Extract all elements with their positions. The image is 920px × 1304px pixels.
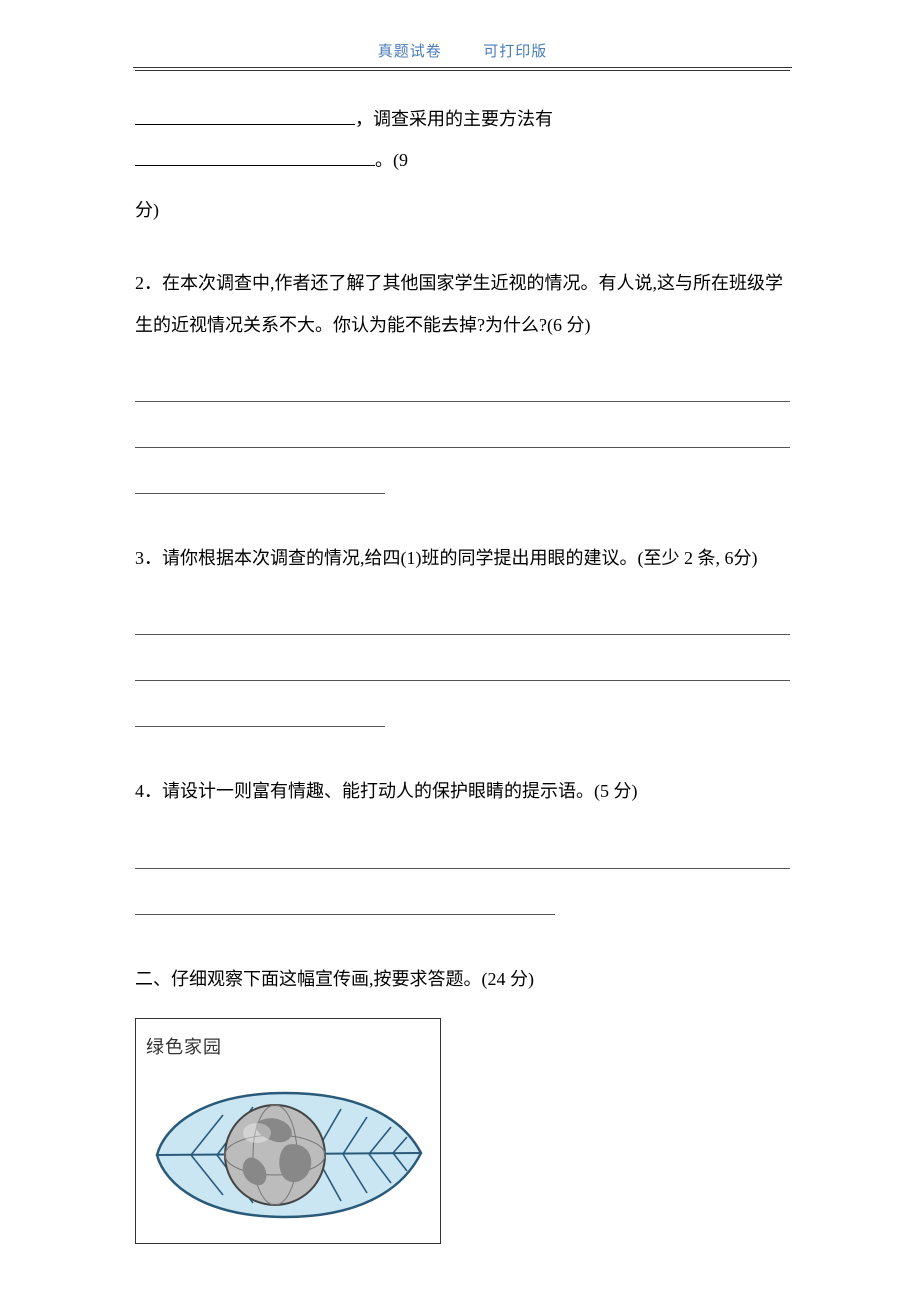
q2-text: 2．在本次调查中,作者还了解了其他国家学生近视的情况。有人说,这与所在班级学生的… (135, 263, 790, 346)
q1-end-text: 。(9 (375, 150, 408, 170)
spacer (135, 239, 790, 263)
spacer (135, 935, 790, 959)
q3-text: 3．请你根据本次调查的情况,给四(1)班的同学提出用眼的建议。(至少 2 条, … (135, 538, 790, 579)
answer-line[interactable] (135, 655, 790, 681)
poster-caption: 绿色家园 (146, 1027, 432, 1068)
answer-line-short[interactable] (135, 701, 385, 727)
poster-frame: 绿色家园 (135, 1018, 441, 1243)
blank-line[interactable] (135, 147, 375, 167)
q1-mid-text: ，调查采用的主要方法有 (355, 109, 553, 129)
spacer (135, 514, 790, 538)
exam-page: 真题试卷 可打印版 ，调查采用的主要方法有。(9 分) 2．在本次调查中,作者还… (0, 0, 920, 1304)
q2-answer-area[interactable] (135, 376, 790, 494)
answer-line[interactable] (135, 376, 790, 402)
q4-text: 4．请设计一则富有情趣、能打动人的保护眼睛的提示语。(5 分) (135, 771, 790, 812)
section2-heading: 二、仔细观察下面这幅宣传画,按要求答题。(24 分) (135, 959, 790, 1000)
q1-continuation: ，调查采用的主要方法有。(9 (135, 99, 790, 182)
q4-answer-area[interactable] (135, 843, 790, 915)
answer-line[interactable] (135, 843, 790, 869)
blank-line[interactable] (135, 105, 355, 125)
q1-score-text: 分) (135, 200, 159, 220)
header-rule-1 (133, 67, 792, 68)
spacer (135, 747, 790, 771)
answer-line[interactable] (135, 422, 790, 448)
header-left: 真题试卷 (378, 44, 442, 60)
answer-line-short[interactable] (135, 889, 555, 915)
header-rule-2 (135, 70, 790, 71)
header-right: 可打印版 (483, 44, 547, 60)
green-home-leaf-icon (145, 1075, 431, 1231)
content-area: ，调查采用的主要方法有。(9 分) 2．在本次调查中,作者还了解了其他国家学生近… (135, 99, 790, 1244)
page-header: 真题试卷 可打印版 (135, 40, 790, 67)
answer-line[interactable] (135, 609, 790, 635)
answer-line-short[interactable] (135, 468, 385, 494)
q3-answer-area[interactable] (135, 609, 790, 727)
q1-score-line: 分) (135, 190, 790, 231)
